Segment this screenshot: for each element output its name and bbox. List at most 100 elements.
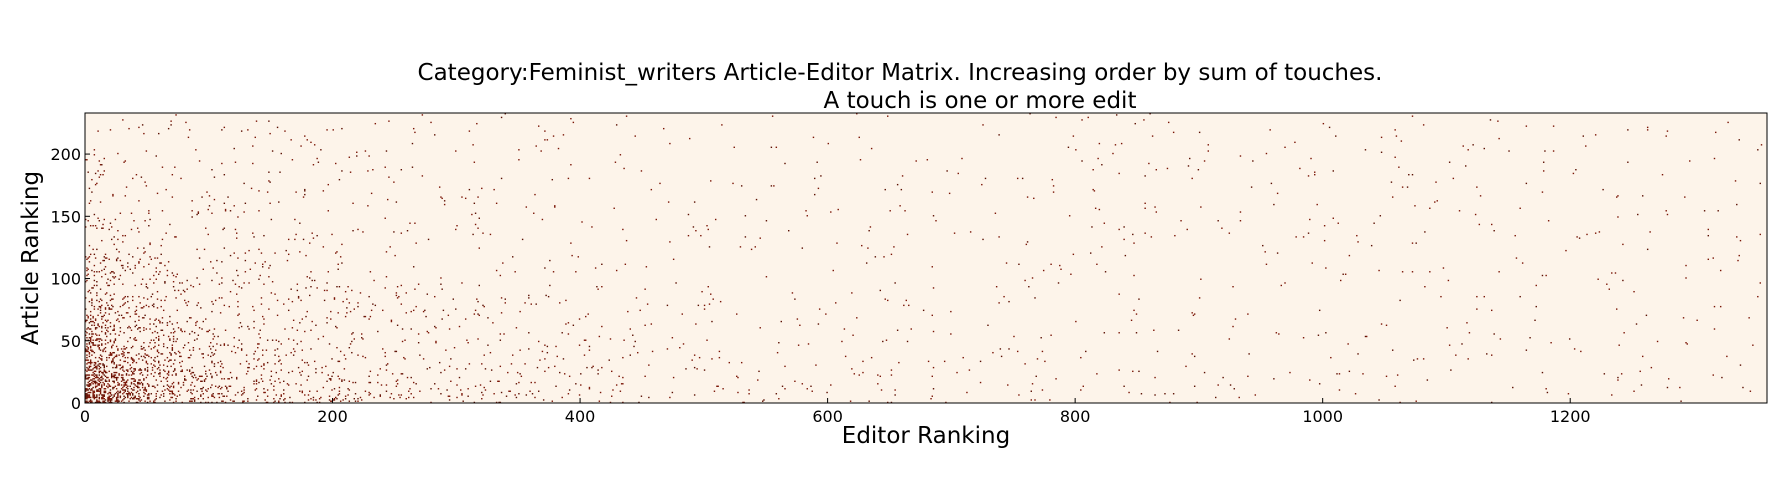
heatmap-cell [122,379,124,381]
heatmap-cell [301,349,304,351]
heatmap-cell [263,323,265,325]
heatmap-cell [1493,230,1495,232]
heatmap-cell [1465,165,1467,167]
heatmap-cell [190,284,192,287]
heatmap-cell [134,284,136,287]
heatmap-cell [1094,207,1097,209]
heatmap-cell [1713,305,1716,308]
heatmap-cell [101,398,103,400]
heatmap-cell [1759,233,1761,236]
heatmap-cell [207,388,209,390]
heatmap-cell [123,391,125,394]
heatmap-cell [164,264,166,267]
heatmap-cell [348,346,351,349]
heatmap-cell [900,188,903,191]
heatmap-cell [120,353,123,355]
heatmap-cell [109,294,112,297]
heatmap-cell [1302,337,1305,339]
heatmap-cell [99,393,102,395]
heatmap-cell [102,315,104,318]
heatmap-cell [154,330,156,333]
heatmap-cell [1416,358,1419,360]
heatmap-cell [410,376,412,379]
heatmap-cell [1314,171,1316,173]
heatmap-cell [1273,378,1275,380]
heatmap-cell [93,380,96,382]
heatmap-cell [1197,169,1200,171]
x-tick-label: 600 [812,407,843,426]
heatmap-cell [139,258,141,261]
heatmap-cell [346,312,348,314]
heatmap-cell [750,248,753,251]
heatmap-cell [492,322,494,324]
heatmap-cell [134,267,136,269]
heatmap-cell [180,328,182,330]
heatmap-cell [343,379,346,381]
heatmap-cell [247,400,249,402]
heatmap-cell [518,381,520,384]
heatmap-cell [187,389,190,391]
heatmap-cell [197,398,200,400]
heatmap-cell [91,350,93,353]
heatmap-cell [671,337,674,339]
heatmap-cell [1442,267,1445,269]
heatmap-cell [113,328,115,330]
heatmap-cell [123,370,125,373]
heatmap-cell [1155,211,1158,213]
heatmap-cell [86,269,88,272]
heatmap-cell [162,395,165,397]
heatmap-cell [87,327,89,329]
heatmap-cell [331,389,333,391]
heatmap-cell [255,120,258,122]
heatmap-cell [86,279,88,282]
heatmap-cell [388,120,390,122]
heatmap-cell [219,344,222,346]
heatmap-cell [145,390,148,392]
heatmap-cell [110,398,113,400]
heatmap-cell [1172,131,1175,134]
heatmap-cell [141,278,144,280]
heatmap-cell [89,399,92,401]
heatmap-cell [113,371,115,374]
heatmap-cell [102,227,104,229]
heatmap-cell [192,286,195,288]
heatmap-cell [132,373,134,375]
heatmap-cell [117,399,119,401]
heatmap-cell [1003,295,1005,298]
heatmap-cell [133,396,135,399]
heatmap-cell [145,360,148,363]
heatmap-cell [97,379,99,381]
heatmap-cell [127,295,129,298]
heatmap-cell [171,393,174,395]
heatmap-cell [86,354,88,356]
heatmap-cell [101,327,103,329]
heatmap-cell [240,287,243,289]
heatmap-cell [1215,396,1217,399]
heatmap-cell [1270,182,1273,185]
heatmap-cell [337,312,339,314]
heatmap-cell [623,167,625,170]
heatmap-cell [210,261,212,263]
heatmap-cell [158,338,160,340]
heatmap-cell [1138,370,1140,373]
heatmap-cell [93,253,96,256]
heatmap-cell [138,262,140,264]
heatmap-cell [379,394,381,396]
heatmap-cell [722,388,724,390]
heatmap-cell [145,376,148,379]
heatmap-cell [253,236,255,238]
heatmap-cell [1547,220,1550,222]
heatmap-cell [269,202,271,205]
heatmap-cell [187,136,190,139]
heatmap-cell [93,394,96,396]
heatmap-cell [176,273,179,275]
heatmap-cell [218,283,221,285]
heatmap-cell [136,386,139,389]
heatmap-cell [138,295,140,298]
heatmap-cell [260,365,263,368]
heatmap-cell [205,373,207,375]
heatmap-cell [273,389,275,391]
heatmap-cell [115,400,118,402]
heatmap-cell [234,283,237,285]
heatmap-cell [128,325,130,328]
